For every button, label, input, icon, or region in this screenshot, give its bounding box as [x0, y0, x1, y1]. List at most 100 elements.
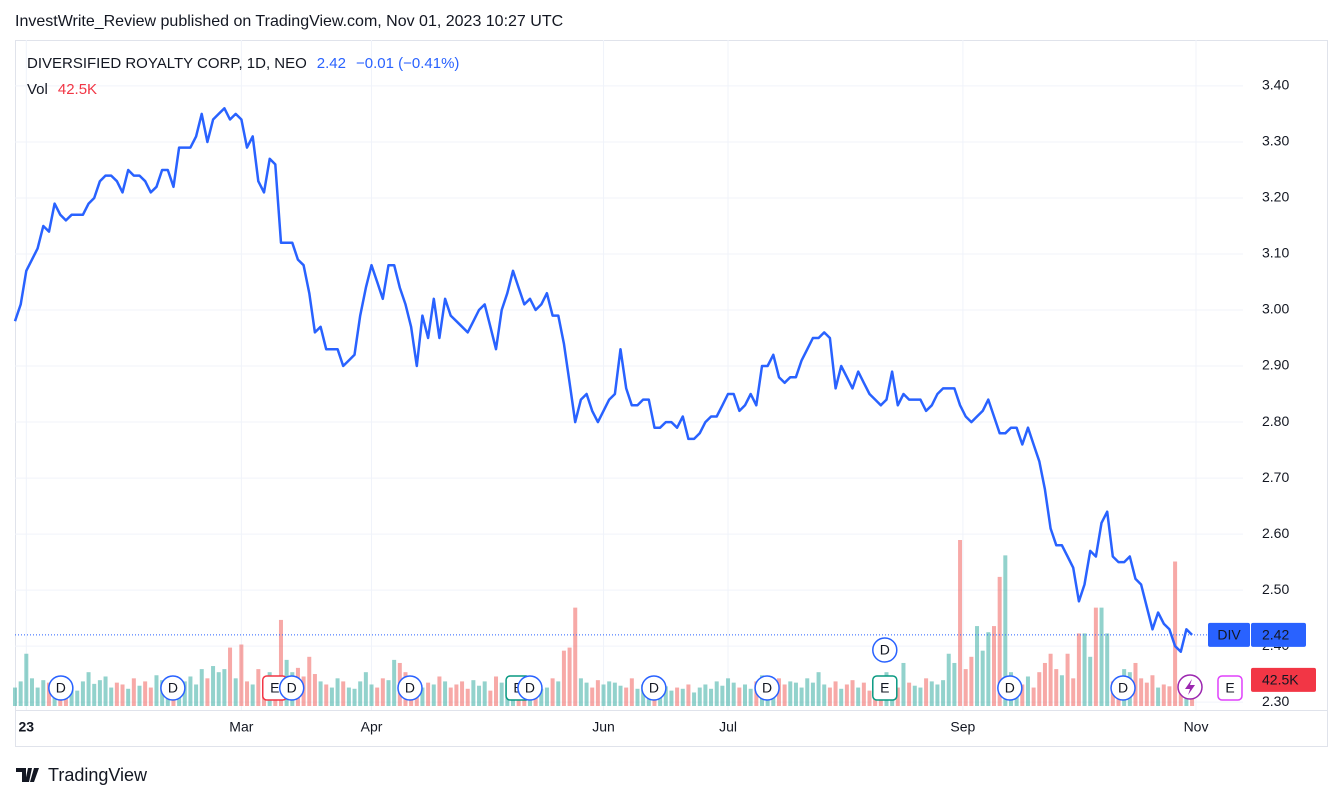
volume-bar: [312, 674, 317, 706]
legend-vol-value: 42.5K: [58, 81, 97, 98]
event-marker: [641, 675, 667, 701]
volume-bar: [1105, 633, 1110, 706]
volume-bar: [52, 693, 57, 706]
y-tick-label: 2.90: [1262, 357, 1289, 373]
volume-bar: [109, 687, 114, 706]
x-tick-label: Nov: [1184, 719, 1209, 735]
volume-bar: [805, 678, 810, 706]
plot: [13, 107, 1208, 653]
volume-bar: [137, 685, 142, 706]
event-label: D: [1118, 680, 1128, 696]
volume-bar: [692, 692, 697, 706]
volume-bar: [867, 690, 872, 706]
volume-bar: [584, 682, 589, 706]
legend-vol-name: Vol: [27, 81, 48, 98]
volume-bar: [918, 687, 923, 706]
volume-bar: [833, 681, 838, 706]
x-tick-label: Sep: [950, 719, 975, 735]
y-tick-label: 3.10: [1262, 245, 1289, 261]
volume-bar: [148, 687, 153, 706]
volume-bar: [1065, 653, 1070, 706]
event-label: D: [649, 680, 659, 696]
volume-bar: [375, 687, 380, 706]
event-label: D: [287, 680, 297, 696]
volume-bar: [278, 619, 283, 706]
legend-vol: Vol 42.5K: [27, 81, 97, 98]
volume-bar: [850, 680, 855, 706]
volume-bar: [41, 680, 46, 706]
volume-bar: [907, 682, 912, 706]
volume-bar: [844, 684, 849, 706]
event-marker: [872, 675, 898, 701]
event-marker: [48, 675, 74, 701]
y-tick-label: 3.30: [1262, 133, 1289, 149]
volume-bar: [471, 680, 476, 706]
volume-bar: [437, 676, 442, 706]
volume-bar: [1037, 672, 1042, 706]
volume-bar: [86, 672, 91, 706]
y-tick-label: 2.50: [1262, 581, 1289, 597]
volume-bar: [1088, 656, 1093, 706]
volume-bar: [929, 681, 934, 706]
volume-bar: [126, 688, 131, 706]
volume-bar: [80, 681, 85, 706]
volume-bar: [307, 656, 312, 706]
volume-bar: [992, 626, 997, 706]
volume-bar: [946, 653, 951, 706]
volume-bar: [793, 682, 798, 706]
volume-bar: [494, 676, 499, 706]
volume-bar: [816, 672, 821, 706]
volume-bar: [1099, 607, 1104, 706]
volume-bar: [782, 684, 787, 706]
volume-bar: [720, 685, 725, 706]
event-marker: [997, 675, 1023, 701]
volume-bar: [912, 685, 917, 706]
volume-bar: [624, 687, 629, 706]
volume-bar: [426, 682, 431, 706]
volume-bar: [703, 684, 708, 706]
event-label: D: [762, 680, 772, 696]
x-tick-label: 23: [19, 719, 35, 735]
chart-frame: [15, 40, 1328, 747]
volume-bar: [686, 684, 691, 706]
volume-bar: [612, 682, 617, 706]
x-tick-label: Apr: [361, 719, 383, 735]
volume-bar: [997, 576, 1002, 706]
volume-bar: [233, 678, 238, 706]
volume-bar: [1003, 555, 1008, 706]
legend-change: −0.01 (−0.41%): [356, 55, 459, 72]
grid: [15, 40, 1243, 710]
volume-bar: [194, 684, 199, 706]
volume-bar: [228, 647, 233, 706]
volume-bar: [1144, 682, 1149, 706]
volume-bar: [222, 669, 227, 706]
event-label: E: [1225, 680, 1234, 696]
volume-bar: [924, 678, 929, 706]
volume-bar: [726, 678, 731, 706]
volume-bar: [827, 687, 832, 706]
event-marker: [754, 675, 780, 701]
volume-bar: [499, 682, 504, 706]
volume-bar: [488, 690, 493, 706]
volume-bar: [1133, 662, 1138, 706]
y-tick-label: 2.80: [1262, 413, 1289, 429]
volume-bar: [1082, 633, 1087, 706]
volume-bar: [1031, 687, 1036, 706]
event-marker: [872, 637, 898, 663]
event-marker: [517, 675, 543, 701]
volume-bar: [346, 687, 351, 706]
volume-bar: [601, 684, 606, 706]
price-tag-text: 2.42: [1262, 627, 1289, 643]
volume-bar: [380, 678, 385, 706]
volume-bar: [386, 680, 391, 706]
volume-bar: [69, 686, 74, 706]
volume-bar: [1173, 561, 1178, 706]
event-marker: [1110, 675, 1136, 701]
volume-bar: [663, 686, 668, 706]
volume-bar: [363, 672, 368, 706]
volume-bar: [392, 659, 397, 706]
event-marker: [278, 675, 305, 701]
volume-bar: [114, 682, 119, 706]
legend-last: 2.42: [317, 55, 346, 72]
